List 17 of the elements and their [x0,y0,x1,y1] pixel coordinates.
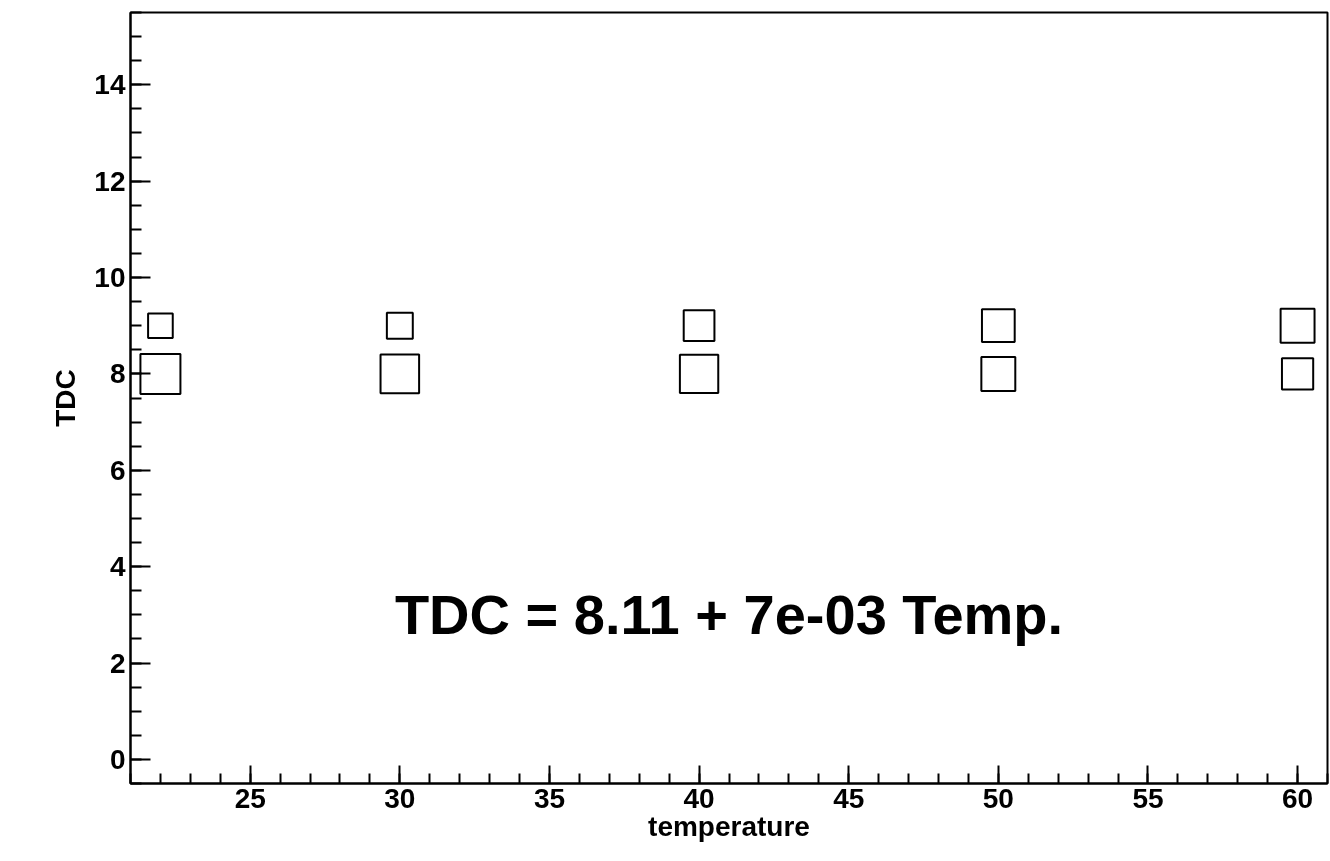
y-tick-label: 10 [94,262,126,294]
x-tick-label: 30 [384,782,416,814]
y-tick-label: 2 [109,647,126,679]
y-axis-title: TDC [50,369,82,427]
x-tick-label: 45 [833,782,865,814]
y-tick-label: 12 [94,165,126,197]
x-tick-label: 60 [1282,782,1314,814]
x-tick-label: 25 [234,782,266,814]
x-tick-label: 50 [982,782,1014,814]
annotation: TDC = 8.11 + 7e-03 Temp. [394,583,1064,647]
y-tick-label: 4 [109,551,126,583]
x-tick-label: 35 [533,782,566,814]
y-tick-label: 8 [109,358,126,390]
y-tick-label: 6 [109,454,126,486]
y-tick-label: 0 [109,743,126,775]
x-tick-label: 55 [1132,782,1164,814]
y-tick-label: 14 [94,69,126,101]
